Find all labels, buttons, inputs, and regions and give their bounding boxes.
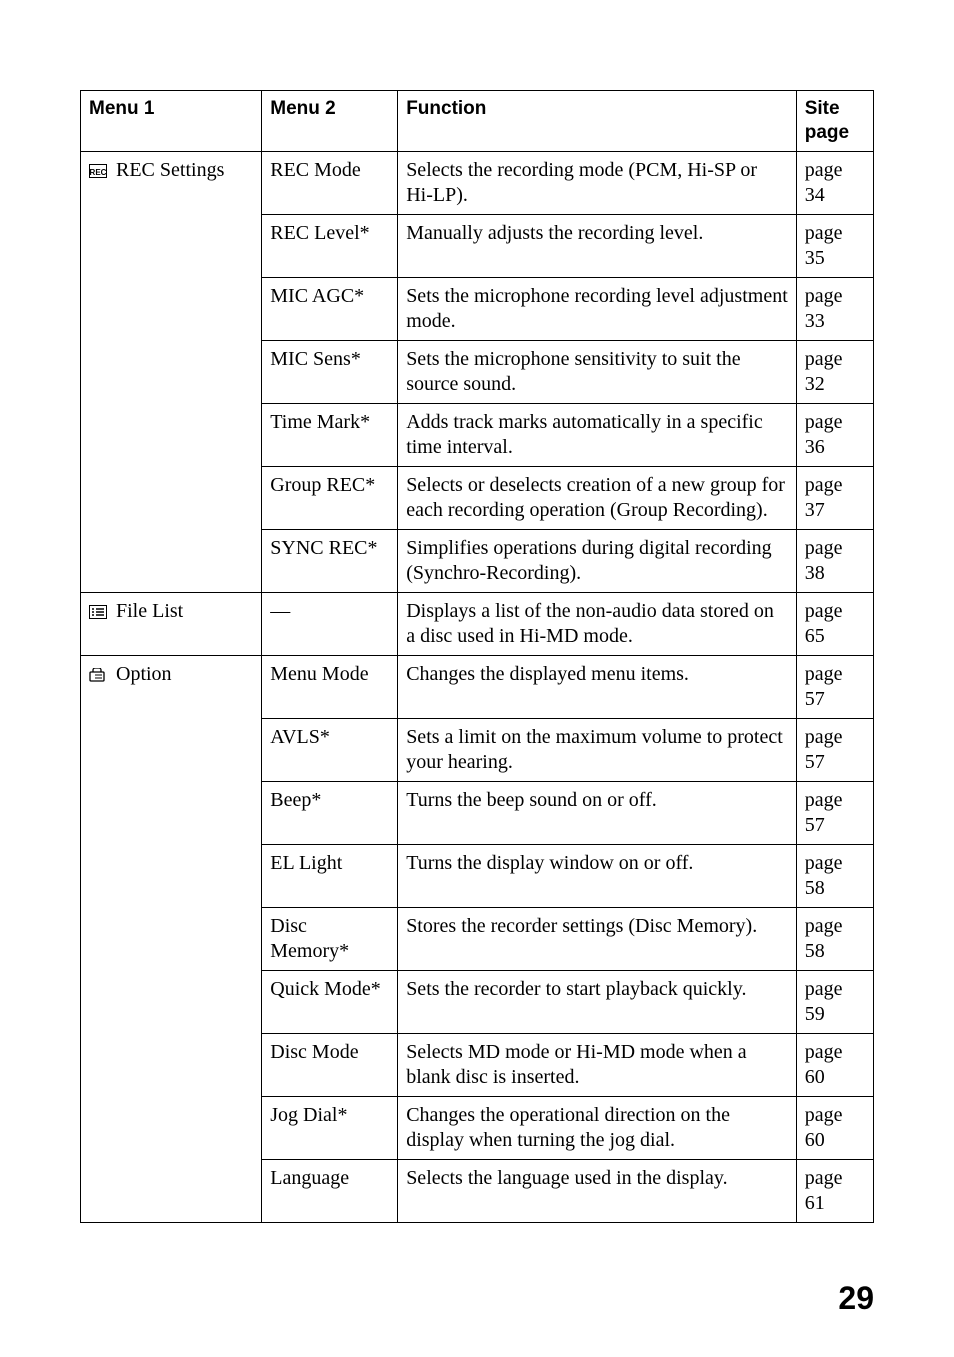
page-cell: page 65 (796, 592, 873, 655)
page-cell: page 58 (796, 907, 873, 970)
menu2-cell: Disc Memory* (262, 907, 398, 970)
function-cell: Adds track marks automatically in a spec… (398, 403, 797, 466)
page-cell: page 61 (796, 1159, 873, 1222)
page-cell: page 37 (796, 466, 873, 529)
page-cell: page 57 (796, 781, 873, 844)
function-cell: Selects MD mode or Hi-MD mode when a bla… (398, 1033, 797, 1096)
function-cell: Sets the recorder to start playback quic… (398, 970, 797, 1033)
option-icon (89, 664, 107, 678)
function-cell: Manually adjusts the recording level. (398, 214, 797, 277)
menu-table: Menu 1 Menu 2 Function Site page REC REC… (80, 90, 874, 1223)
menu1-file-list: File List (81, 592, 262, 655)
svg-text:REC: REC (90, 168, 107, 177)
page-cell: page 60 (796, 1096, 873, 1159)
menu2-cell: SYNC REC* (262, 529, 398, 592)
menu1-label: File List (116, 600, 183, 622)
table-row: File List — Displays a list of the non-a… (81, 592, 874, 655)
function-cell: Selects or deselects creation of a new g… (398, 466, 797, 529)
function-cell: Selects the language used in the display… (398, 1159, 797, 1222)
function-cell: Changes the operational direction on the… (398, 1096, 797, 1159)
menu2-cell: Time Mark* (262, 403, 398, 466)
table-row: REC REC Settings REC Mode Selects the re… (81, 151, 874, 214)
function-cell: Sets the microphone recording level adju… (398, 277, 797, 340)
page-cell: page 32 (796, 340, 873, 403)
menu2-cell: AVLS* (262, 718, 398, 781)
menu2-cell: Jog Dial* (262, 1096, 398, 1159)
table-header-row: Menu 1 Menu 2 Function Site page (81, 91, 874, 152)
page-cell: page 33 (796, 277, 873, 340)
function-cell: Simplifies operations during digital rec… (398, 529, 797, 592)
page-cell: page 57 (796, 718, 873, 781)
menu2-cell: MIC Sens* (262, 340, 398, 403)
header-menu2: Menu 2 (262, 91, 398, 152)
rec-icon: REC (89, 160, 107, 174)
page-cell: page 38 (796, 529, 873, 592)
menu2-cell: REC Mode (262, 151, 398, 214)
page-number: 29 (838, 1280, 874, 1317)
menu1-option: Option (81, 655, 262, 1222)
page-cell: page 35 (796, 214, 873, 277)
function-cell: Turns the display window on or off. (398, 844, 797, 907)
page-cell: page 58 (796, 844, 873, 907)
header-function: Function (398, 91, 797, 152)
menu1-rec-settings: REC REC Settings (81, 151, 262, 592)
menu2-cell: Quick Mode* (262, 970, 398, 1033)
function-cell: Selects the recording mode (PCM, Hi-SP o… (398, 151, 797, 214)
menu2-cell: Beep* (262, 781, 398, 844)
menu1-label: Option (116, 663, 172, 685)
header-menu1: Menu 1 (81, 91, 262, 152)
table-row: Option Menu Mode Changes the displayed m… (81, 655, 874, 718)
page-cell: page 57 (796, 655, 873, 718)
menu2-cell: Language (262, 1159, 398, 1222)
function-cell: Sets the microphone sensitivity to suit … (398, 340, 797, 403)
menu2-cell: MIC AGC* (262, 277, 398, 340)
function-cell: Changes the displayed menu items. (398, 655, 797, 718)
function-cell: Turns the beep sound on or off. (398, 781, 797, 844)
header-site-page: Site page (796, 91, 873, 152)
page-cell: page 34 (796, 151, 873, 214)
filelist-icon (89, 601, 107, 615)
page-cell: page 36 (796, 403, 873, 466)
function-cell: Stores the recorder settings (Disc Memor… (398, 907, 797, 970)
menu2-cell: EL Light (262, 844, 398, 907)
menu2-cell: Group REC* (262, 466, 398, 529)
menu2-cell: REC Level* (262, 214, 398, 277)
page-cell: page 60 (796, 1033, 873, 1096)
function-cell: Displays a list of the non-audio data st… (398, 592, 797, 655)
menu1-label: REC Settings (116, 159, 224, 181)
function-cell: Sets a limit on the maximum volume to pr… (398, 718, 797, 781)
menu2-cell: — (262, 592, 398, 655)
menu2-cell: Disc Mode (262, 1033, 398, 1096)
page-cell: page 59 (796, 970, 873, 1033)
menu2-cell: Menu Mode (262, 655, 398, 718)
